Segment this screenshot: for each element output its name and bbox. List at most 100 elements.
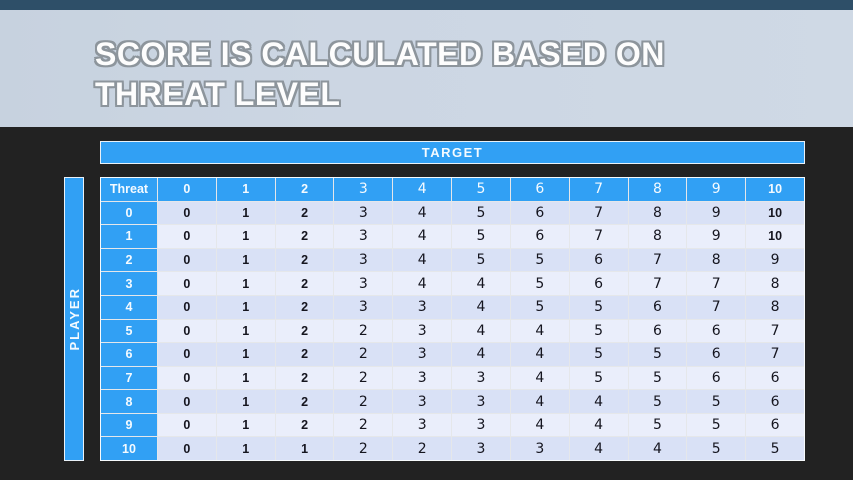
score-cell: 6	[746, 366, 804, 390]
score-cell: 2	[275, 272, 334, 295]
score-cell: 6	[687, 343, 746, 366]
score-cell: 3	[452, 366, 510, 390]
score-matrix-table: Threat 0 1 2 3 4 5 6 7 8 9 10 0 0 1 2 3 4 5 6 7 8 9 10 1 0 1 2 3 4 5 6 7…	[100, 177, 805, 461]
score-cell: 9	[687, 201, 746, 225]
score-cell: 4	[569, 413, 628, 437]
player-axis-label: PLAYER	[66, 287, 82, 351]
score-cell: 1	[216, 343, 275, 366]
row-label-cell: 1	[101, 225, 157, 248]
score-cell: 3	[452, 413, 510, 437]
title-banner: SCORE IS CALCULATED BASED ON THREAT LEVE…	[0, 10, 853, 127]
score-cell: 5	[628, 390, 687, 413]
score-cell: 2	[275, 248, 334, 272]
column-header-cell: 9	[687, 178, 746, 201]
score-cell: 3	[393, 390, 452, 413]
score-cell: 5	[510, 248, 569, 272]
score-cell: 0	[158, 225, 216, 248]
score-cell: 1	[216, 201, 275, 225]
score-cell: 1	[216, 225, 275, 248]
score-cell: 4	[393, 248, 452, 272]
score-cell: 7	[569, 225, 628, 248]
score-cell: 7	[628, 272, 687, 295]
score-cell: 5	[687, 413, 746, 437]
score-cell: 3	[334, 295, 393, 319]
column-header-cell: 3	[334, 178, 393, 201]
top-accent-strip	[0, 0, 853, 10]
corner-header-cell: Threat	[101, 178, 157, 201]
score-cell: 1	[216, 248, 275, 272]
score-cell: 2	[275, 225, 334, 248]
column-header-cell: 8	[628, 178, 687, 201]
score-cell: 7	[746, 343, 804, 366]
score-cell: 4	[510, 343, 569, 366]
score-cell: 6	[687, 366, 746, 390]
score-cell: 7	[687, 295, 746, 319]
score-cell: 10	[746, 225, 804, 248]
score-cell: 2	[334, 413, 393, 437]
score-cell: 3	[334, 201, 393, 225]
score-cell: 0	[158, 295, 216, 319]
score-cell: 0	[158, 390, 216, 413]
score-cell: 6	[569, 248, 628, 272]
score-cell: 2	[275, 390, 334, 413]
score-cell: 8	[687, 248, 746, 272]
score-cell: 1	[216, 319, 275, 343]
score-cell: 5	[452, 201, 510, 225]
score-cell: 5	[628, 343, 687, 366]
score-cell: 2	[275, 201, 334, 225]
score-cell: 3	[334, 225, 393, 248]
column-header-cell: 1	[216, 178, 275, 201]
score-cell: 5	[452, 225, 510, 248]
score-cell: 7	[687, 272, 746, 295]
row-label-cell: 6	[101, 343, 157, 366]
score-cell: 4	[510, 413, 569, 437]
row-label-cell: 10	[101, 437, 157, 460]
score-cell: 8	[746, 295, 804, 319]
score-cell: 4	[393, 272, 452, 295]
score-cell: 6	[746, 390, 804, 413]
score-cell: 6	[687, 319, 746, 343]
target-axis-label: TARGET	[100, 141, 805, 164]
score-cell: 2	[334, 437, 393, 460]
row-label-cell: 0	[101, 201, 157, 225]
row-label-cell: 9	[101, 413, 157, 437]
score-cell: 0	[158, 366, 216, 390]
score-cell: 5	[746, 437, 804, 460]
score-cell: 5	[687, 390, 746, 413]
column-header-cell: 4	[393, 178, 452, 201]
score-cell: 1	[275, 437, 334, 460]
score-cell: 5	[569, 366, 628, 390]
score-cell: 7	[628, 248, 687, 272]
score-cell: 2	[334, 343, 393, 366]
score-cell: 0	[158, 201, 216, 225]
score-cell: 3	[334, 272, 393, 295]
score-cell: 2	[334, 319, 393, 343]
column-header-cell: 0	[158, 178, 216, 201]
score-cell: 7	[746, 319, 804, 343]
row-label-cell: 8	[101, 390, 157, 413]
column-header-cell: 6	[510, 178, 569, 201]
score-cell: 3	[452, 390, 510, 413]
row-label-cell: 4	[101, 295, 157, 319]
score-cell: 2	[275, 319, 334, 343]
score-cell: 8	[628, 201, 687, 225]
score-cell: 2	[275, 343, 334, 366]
score-cell: 2	[275, 413, 334, 437]
row-label-cell: 7	[101, 366, 157, 390]
score-cell: 6	[510, 225, 569, 248]
score-cell: 9	[746, 248, 804, 272]
column-header-cell: 2	[275, 178, 334, 201]
score-cell: 3	[393, 366, 452, 390]
score-cell: 1	[216, 366, 275, 390]
score-cell: 5	[628, 366, 687, 390]
score-cell: 4	[452, 272, 510, 295]
score-cell: 5	[452, 248, 510, 272]
score-cell: 4	[452, 319, 510, 343]
score-cell: 0	[158, 343, 216, 366]
score-cell: 6	[628, 319, 687, 343]
score-cell: 0	[158, 413, 216, 437]
score-cell: 1	[216, 272, 275, 295]
score-cell: 4	[510, 319, 569, 343]
score-cell: 5	[687, 437, 746, 460]
